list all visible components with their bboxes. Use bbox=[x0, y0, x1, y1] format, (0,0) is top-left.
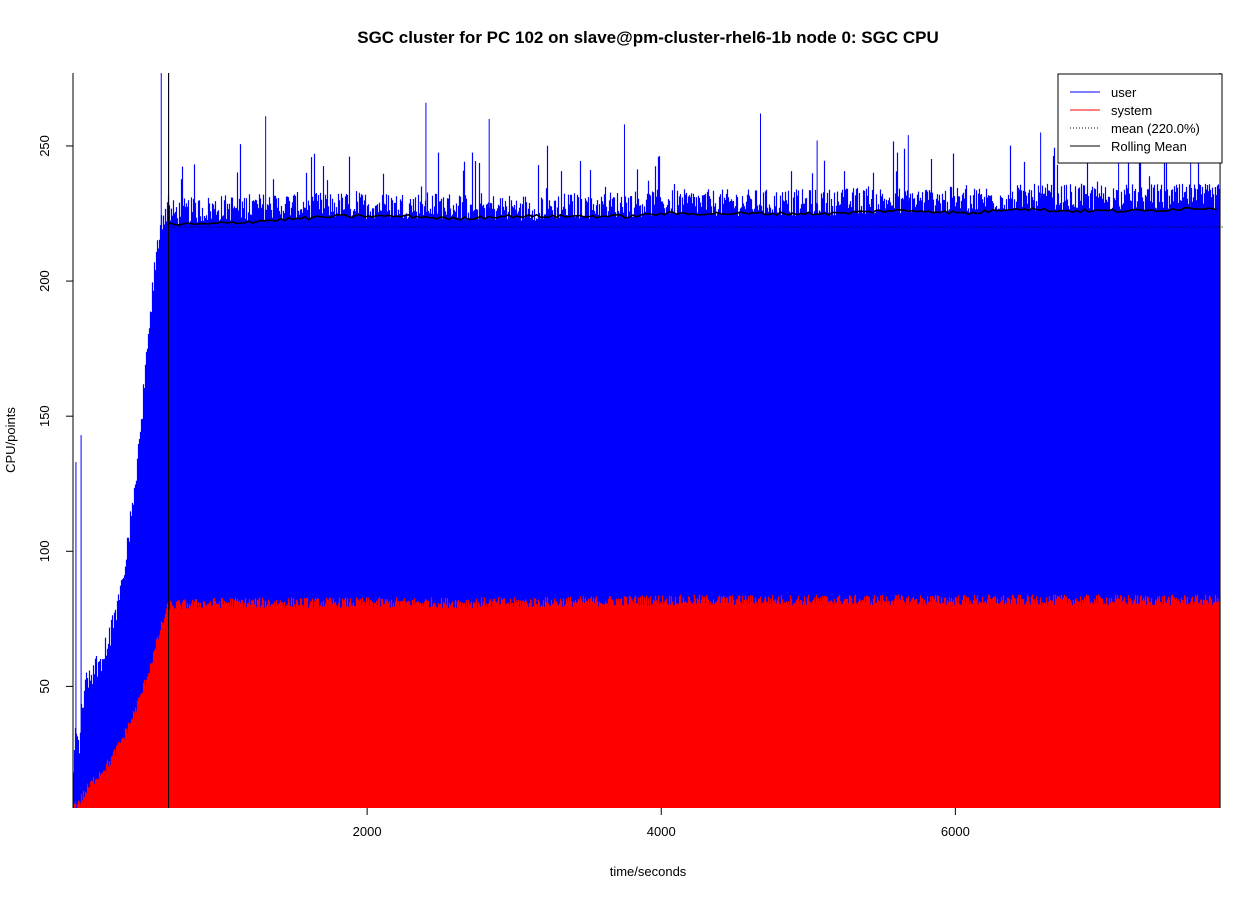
series-overlays bbox=[168, 73, 1223, 808]
x-tick-label: 2000 bbox=[353, 824, 382, 839]
x-ticks: 2000 4000 6000 bbox=[353, 808, 970, 839]
x-tick-label: 6000 bbox=[941, 824, 970, 839]
y-ticks: 50 100 150 200 250 bbox=[37, 135, 73, 694]
system-spikes bbox=[73, 594, 1221, 808]
legend-label-user: user bbox=[1111, 85, 1137, 100]
legend-label-system: system bbox=[1111, 103, 1152, 118]
y-tick-label: 150 bbox=[37, 405, 52, 427]
x-axis-label: time/seconds bbox=[610, 864, 687, 879]
y-tick-label: 50 bbox=[37, 679, 52, 693]
axes: 50 100 150 200 250 2000 4000 6000 bbox=[37, 73, 970, 839]
legend-box bbox=[1057, 73, 1223, 164]
y-tick-label: 200 bbox=[37, 270, 52, 292]
legend-label-rolling-mean: Rolling Mean bbox=[1111, 139, 1187, 154]
y-axis-label: CPU/points bbox=[3, 407, 18, 473]
x-tick-label: 4000 bbox=[647, 824, 676, 839]
legend: user system mean (220.0%) Rolling Mean bbox=[1057, 73, 1223, 164]
plot-area bbox=[73, 73, 1223, 808]
legend-label-mean: mean (220.0%) bbox=[1111, 121, 1200, 136]
y-tick-label: 100 bbox=[37, 540, 52, 562]
chart-title: SGC cluster for PC 102 on slave@pm-clust… bbox=[357, 28, 939, 47]
rolling-mean-line bbox=[168, 206, 1217, 226]
series-system bbox=[73, 594, 1221, 808]
y-tick-label: 250 bbox=[37, 135, 52, 157]
